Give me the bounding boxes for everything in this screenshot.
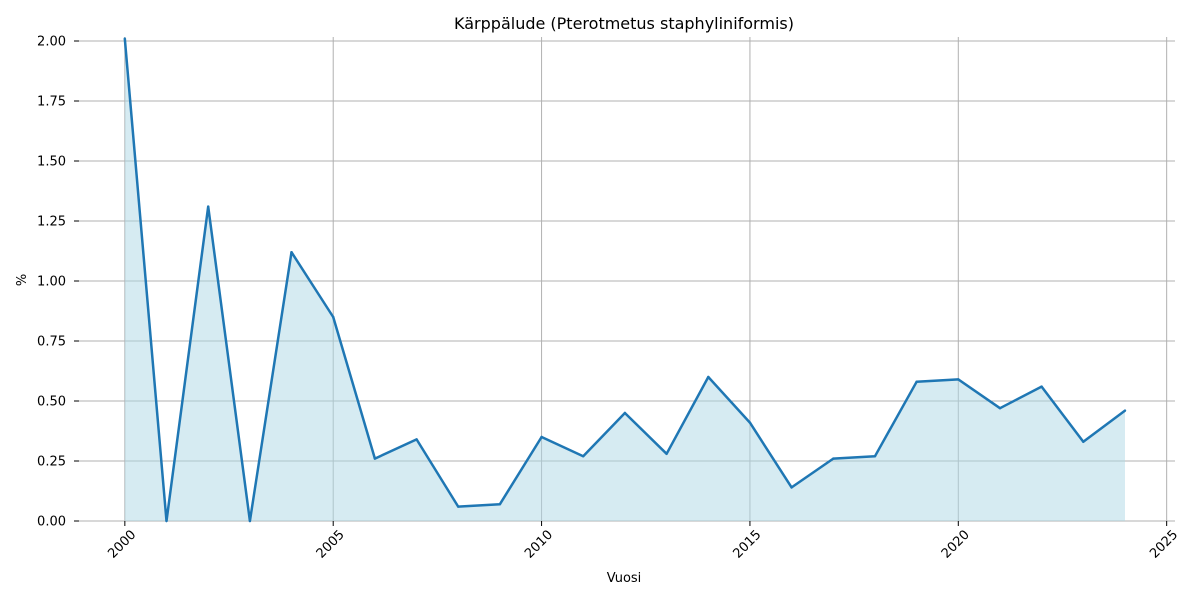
y-tick-label: 1.00 [37,275,66,290]
data-point [873,455,877,458]
x-tick-label: 2005 [314,528,348,562]
data-point [415,438,418,441]
data-point [498,503,502,506]
y-tick-label: 0.75 [37,335,66,350]
data-point [165,519,168,523]
y-tick-label: 0.25 [37,455,66,470]
y-axis-ticks: 0.00 0.25 0.50 0.75 1.00 1.25 1.50 1.75 2.00 [37,35,79,530]
data-point [790,486,793,489]
data-point [915,380,918,383]
data-point [373,457,377,460]
data-point [248,519,252,523]
data-point [123,37,127,40]
x-tick-label: 2020 [939,528,973,562]
x-tick-label: 2025 [1147,528,1181,562]
y-tick-label: 0.00 [37,515,66,530]
x-tick-label: 2015 [730,528,764,562]
data-point [832,457,835,460]
y-tick-label: 1.25 [37,215,66,230]
data-point [748,421,752,424]
x-axis-ticks: 2000 2005 2010 2015 2020 2025 [105,521,1181,562]
data-point [665,452,668,455]
data-point [998,407,1002,410]
y-tick-label: 2.00 [37,35,66,50]
x-tick-label: 2000 [105,528,139,562]
data-point [540,435,543,439]
data-points [123,37,1127,523]
chart-title: Kärppälude (Pterotmetus staphyliniformis… [454,14,794,33]
data-point [457,505,460,508]
data-point [707,375,710,379]
data-point [207,205,210,208]
data-point [290,251,293,254]
data-point [1082,440,1085,443]
data-point [1040,385,1043,388]
x-axis-label: Vuosi [607,571,642,586]
data-point [1123,409,1127,412]
data-point [957,378,960,381]
series-area [124,38,1126,521]
data-point [332,315,335,319]
y-tick-label: 1.75 [37,95,66,110]
x-tick-label: 2010 [522,528,556,562]
y-axis-label: % [15,274,30,286]
y-tick-label: 0.50 [37,395,66,410]
y-tick-label: 1.50 [37,155,66,170]
data-point [623,411,627,415]
data-point [582,455,585,458]
